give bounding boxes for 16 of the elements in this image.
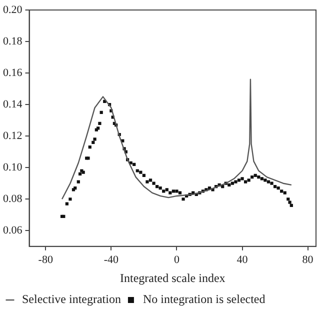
- y-tick-label: 0.06: [3, 224, 23, 237]
- x-axis-title: Integrated scale index: [120, 270, 226, 285]
- y-tick-label: 0.08: [3, 193, 23, 206]
- y-tick-label: 0.10: [3, 161, 23, 174]
- x-tick-label: 80: [302, 254, 314, 266]
- x-tick-label: -40: [104, 254, 120, 266]
- y-tick-label: 0.14: [3, 98, 23, 110]
- y-tick-label: 0.12: [3, 130, 22, 142]
- x-tick-label: -80: [38, 254, 54, 266]
- x-tick-label: 0: [174, 254, 180, 266]
- y-tick-label: 0.16: [3, 66, 23, 79]
- y-tick-label: 0.18: [3, 35, 23, 48]
- legend-label: No integration is selected: [142, 292, 266, 306]
- legend-label: Selective integration: [22, 292, 121, 306]
- y-tick-label: 0.20: [3, 4, 23, 16]
- x-tick-label: 40: [236, 254, 248, 266]
